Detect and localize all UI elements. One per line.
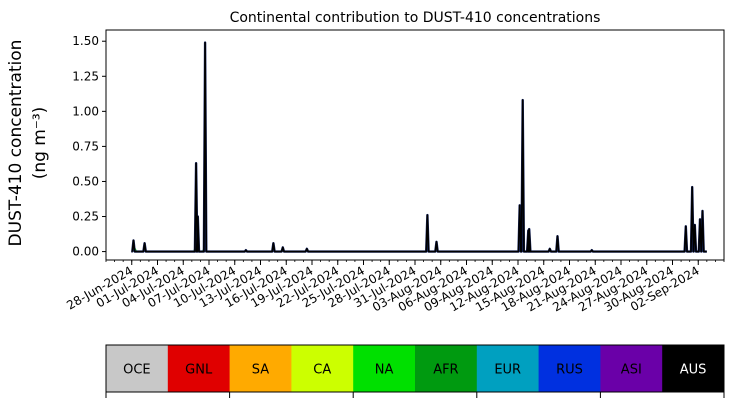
legend-label-gnl: GNL xyxy=(185,363,213,378)
total-peak-point xyxy=(204,42,206,44)
total-peak-point xyxy=(591,249,593,251)
legend-swatch-eur xyxy=(476,345,540,392)
legend-swatch-sa xyxy=(229,345,292,392)
legend-swatch-rus xyxy=(538,345,601,392)
legend-swatch-afr xyxy=(415,345,478,392)
total-peak-point xyxy=(272,242,274,244)
legend-label-eur: EUR xyxy=(494,363,521,378)
y-axis-label-line2: (ng m⁻³) xyxy=(30,107,50,180)
total-peak-point xyxy=(435,241,438,243)
total-peak-point xyxy=(144,242,146,244)
total-peak-point xyxy=(528,228,530,230)
legend-swatch-na xyxy=(353,345,416,392)
total-peak-point xyxy=(282,246,284,248)
legend-label-sa: SA xyxy=(252,363,269,378)
legend-label-afr: AFR xyxy=(433,363,458,378)
legend-swatch-gnl xyxy=(167,345,231,392)
total-peak-point xyxy=(426,214,429,216)
y-tick-label: 1.50 xyxy=(72,34,99,48)
chart-title: Continental contribution to DUST-410 con… xyxy=(230,10,601,26)
total-peak-point xyxy=(691,186,693,188)
y-tick-label: 0.25 xyxy=(72,210,99,224)
total-peak-point xyxy=(197,215,199,218)
total-peak-point xyxy=(685,225,687,227)
legend-label-na: NA xyxy=(375,363,394,378)
legend-label-oce: OCE xyxy=(123,363,151,378)
y-axis: 0.00 0.25 0.50 0.75 1.00 1.25 1.50 xyxy=(72,34,106,259)
legend-swatch-aus xyxy=(662,345,725,392)
total-peak-point xyxy=(699,218,701,220)
total-peak-point xyxy=(556,235,559,237)
total-peak-point xyxy=(694,224,696,226)
total-peak-point xyxy=(519,204,521,206)
legend-label-rus: RUS xyxy=(556,363,583,378)
y-tick-label: 0.00 xyxy=(72,245,99,259)
legend-frame xyxy=(105,344,725,393)
y-tick-label: 0.75 xyxy=(72,139,99,153)
legend-swatch-asi xyxy=(600,345,663,392)
total-peak-point xyxy=(245,249,247,251)
legend-label-ca: CA xyxy=(313,363,331,378)
y-tick-label: 1.00 xyxy=(72,104,99,118)
total-peak-point xyxy=(522,99,524,101)
y-tick-label: 1.25 xyxy=(72,69,99,83)
legend-swatch-oce xyxy=(106,345,169,392)
legend-swatch-ca xyxy=(291,345,354,392)
total-peak-point xyxy=(549,248,551,250)
total-peak-point xyxy=(132,239,135,241)
region-colorbar: OCE GNL SA CA NA AFR EUR RUS ASI AUS xyxy=(105,344,725,398)
total-line-layer xyxy=(131,41,707,253)
y-axis-label-line1: DUST-410 concentration xyxy=(6,40,26,247)
total-peak-point xyxy=(195,162,197,164)
x-axis: 28-Jun-202401-Jul-202404-Jul-202407-Jul-… xyxy=(64,260,725,314)
total-peak-point xyxy=(701,210,704,212)
plot-area xyxy=(106,30,724,260)
total-peak-point xyxy=(306,248,308,250)
total-peak-point xyxy=(527,229,529,232)
legend-label-asi: ASI xyxy=(621,363,642,378)
y-tick-label: 0.50 xyxy=(72,174,99,188)
legend-label-aus: AUS xyxy=(680,363,707,378)
